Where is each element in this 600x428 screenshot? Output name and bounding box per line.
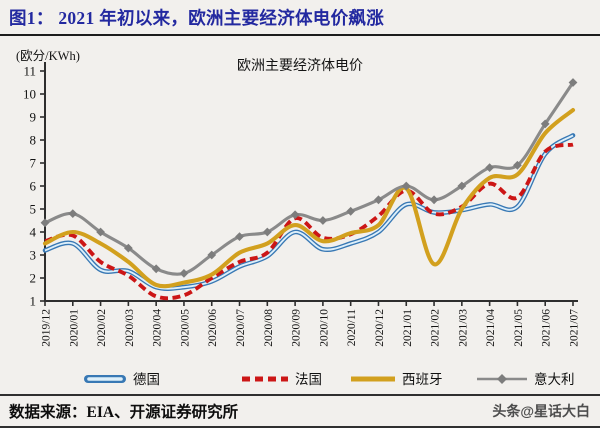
chart-legend: 德国 法国 西班牙 意大利 <box>84 371 575 387</box>
y-tick-label: 5 <box>30 202 37 217</box>
axes <box>44 62 578 302</box>
figure-footer: 数据来源：EIA、开源证券研究所 头条@星话大白 <box>0 394 600 426</box>
diamond-marker <box>123 243 133 253</box>
diamond-marker <box>457 181 467 191</box>
diamond-marker <box>485 163 495 172</box>
legend-item-意大利: 意大利 <box>477 371 575 387</box>
series-line-inner <box>44 134 574 290</box>
x-tick-label: 2020/12 <box>374 309 386 347</box>
diamond-marker <box>401 181 411 191</box>
series-line <box>42 108 576 289</box>
series-line-outer <box>42 133 576 291</box>
plot-area: 1 2 3 4 5 6 7 8 9 10 11 2019/12 2020/01 2020/02 2020/0… <box>23 62 581 347</box>
y-tick-label: 2 <box>30 271 37 286</box>
diamond-marker <box>40 218 50 228</box>
y-tick-label: 6 <box>30 179 37 194</box>
figure-header: 图1： 2021 年初以来，欧洲主要经济体电价飙涨 <box>0 0 600 36</box>
x-tick-label: 2021/01 <box>402 309 414 347</box>
diamond-marker <box>429 195 439 205</box>
legend-label: 德国 <box>133 372 160 387</box>
series-意大利 <box>40 78 578 278</box>
x-tick-label: 2020/04 <box>152 309 164 347</box>
diamond-marker <box>374 195 383 205</box>
diamond-marker <box>540 119 550 129</box>
y-tick-label: 7 <box>30 156 37 171</box>
x-tick-label: 2021/03 <box>457 309 469 347</box>
x-tick-label: 2021/07 <box>569 309 581 347</box>
x-tick-label: 2021/06 <box>541 309 553 347</box>
diamond-marker <box>68 209 78 218</box>
legend-label: 西班牙 <box>402 372 443 387</box>
legend-label: 意大利 <box>534 371 575 387</box>
x-tick-label: 2020/09 <box>291 309 303 347</box>
diamond-marker <box>568 78 578 87</box>
legend-item-德国: 德国 <box>84 372 160 387</box>
x-tick-label: 2019/12 <box>41 309 53 347</box>
x-tick-label: 2021/02 <box>430 309 442 347</box>
y-tick-label: 8 <box>30 133 37 148</box>
x-tick-label: 2020/03 <box>124 309 136 347</box>
x-tick-label: 2020/02 <box>96 309 108 347</box>
legend-item-西班牙: 西班牙 <box>351 372 443 387</box>
x-tick-label: 2020/01 <box>68 309 80 347</box>
chart-title: 欧洲主要经济体电价 <box>237 58 363 74</box>
x-tick-label: 2020/10 <box>318 309 330 347</box>
y-tick-label: 11 <box>23 64 36 79</box>
x-tick-label: 2020/05 <box>179 309 191 347</box>
diamond-marker <box>318 216 328 225</box>
diamond-marker <box>262 227 272 237</box>
watermark-text: 头条@星话大白 <box>492 402 590 419</box>
x-tick-label: 2020/06 <box>207 309 219 347</box>
y-tick-label: 4 <box>30 225 37 240</box>
series-法国 <box>44 142 574 301</box>
diamond-marker <box>290 210 300 220</box>
series-德国 <box>42 133 576 291</box>
x-tick-label: 2021/04 <box>485 309 497 347</box>
x-tick-label: 2020/11 <box>346 309 358 347</box>
diamond-marker <box>346 206 356 216</box>
x-tick-label: 2021/05 <box>513 309 525 347</box>
diamond-marker <box>96 227 105 237</box>
diamond-marker <box>179 269 189 278</box>
x-tick-label: 2020/08 <box>263 309 275 347</box>
data-source-text: 数据来源：EIA、开源证券研究所 <box>9 403 239 421</box>
series-line <box>44 142 574 301</box>
y-tick-label: 1 <box>30 294 37 309</box>
y-tick-label: 9 <box>30 110 37 125</box>
diamond-marker <box>235 232 244 241</box>
x-tick-label: 2020/07 <box>235 309 247 347</box>
electricity-price-chart: (欧分/KWh) 欧洲主要经济体电价 1 2 3 4 5 6 7 8 9 10 11 2019/12 2… <box>16 49 581 387</box>
diamond-marker <box>513 160 522 170</box>
y-tick-label: 3 <box>30 248 37 263</box>
y-axis-unit-label: (欧分/KWh) <box>16 49 80 63</box>
legend-label: 法国 <box>295 372 322 387</box>
diamond-marker <box>151 264 161 274</box>
y-tick-label: 10 <box>23 87 36 102</box>
series-西班牙 <box>42 108 576 289</box>
legend-diamond-marker <box>497 374 507 384</box>
legend-item-法国: 法国 <box>242 372 322 387</box>
figure-title: 图1： 2021 年初以来，欧洲主要经济体电价飙涨 <box>9 8 384 28</box>
